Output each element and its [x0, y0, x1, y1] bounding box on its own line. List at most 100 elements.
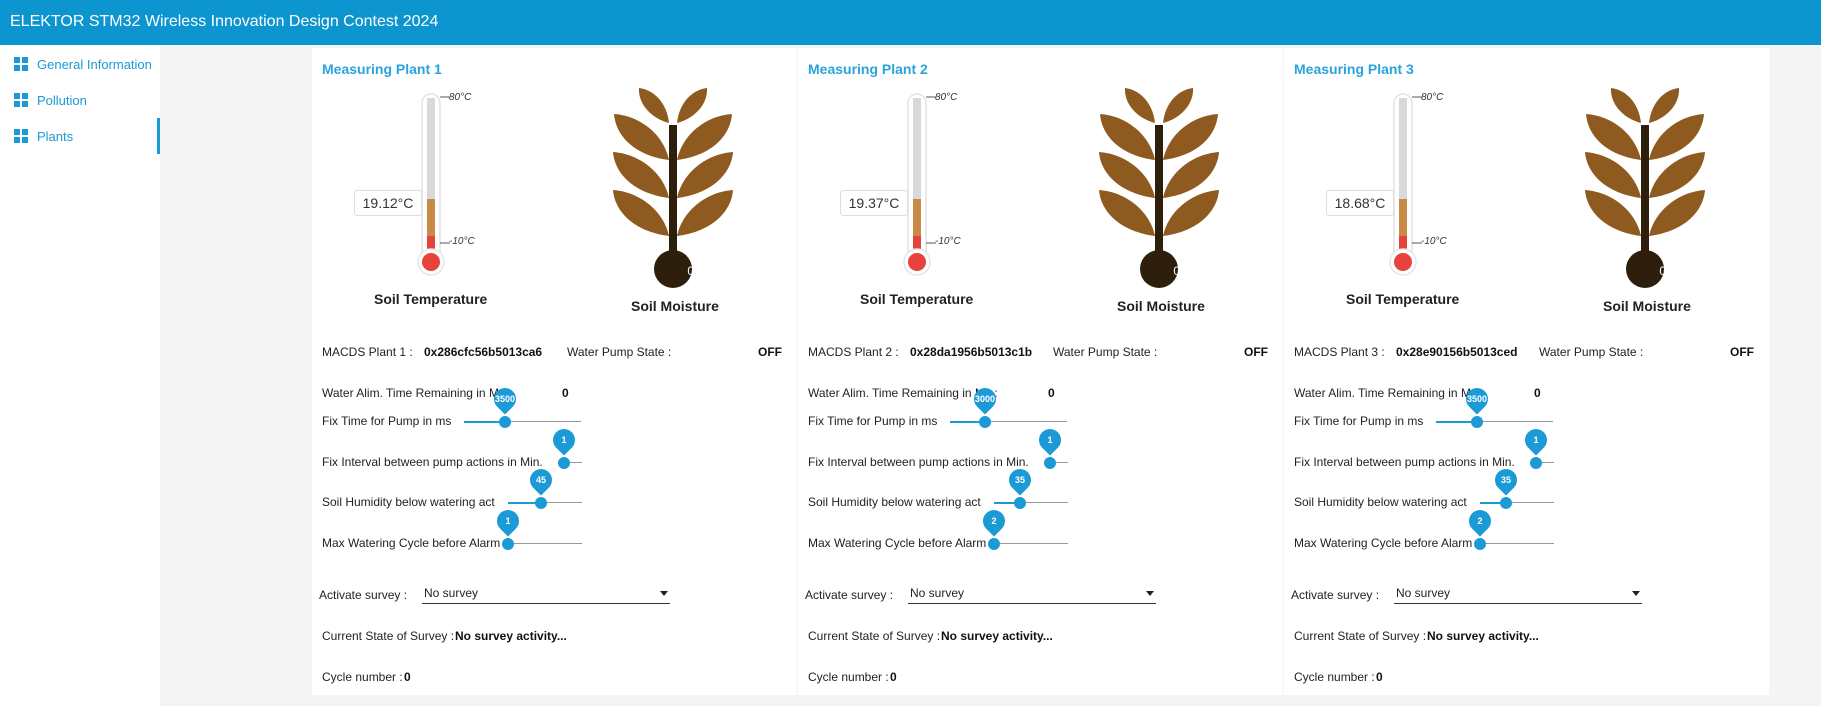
- app-header: ELEKTOR STM32 Wireless Innovation Design…: [0, 0, 1821, 45]
- survey-select[interactable]: No survey: [422, 586, 670, 604]
- cycle-number-label: Cycle number :: [808, 670, 889, 684]
- slider-value: 3500: [494, 394, 516, 404]
- macds-label: MACDS Plant 2 :: [808, 345, 899, 359]
- thermometer-fill: [1399, 199, 1407, 250]
- cycle-number-value: 0: [404, 670, 411, 684]
- chevron-down-icon: [1146, 591, 1154, 596]
- slider-thumb[interactable]: [1530, 457, 1542, 469]
- slider-track[interactable]: [994, 543, 1068, 544]
- slider-fill: [464, 421, 505, 423]
- thermometer-graphic: [1389, 88, 1705, 288]
- soil-temperature-label: Soil Temperature: [1346, 291, 1460, 307]
- sidebar-item-pollution[interactable]: Pollution: [0, 82, 160, 118]
- slider-thumb[interactable]: [1471, 416, 1483, 428]
- water-time-value: 0: [562, 386, 569, 400]
- slider-track[interactable]: [1436, 421, 1553, 422]
- slider-track[interactable]: [464, 421, 581, 422]
- slider-fill: [1480, 502, 1506, 504]
- survey-select[interactable]: No survey: [908, 586, 1156, 604]
- slider-label: Soil Humidity below watering act: [1294, 495, 1467, 509]
- cycle-number-value: 0: [890, 670, 897, 684]
- slider-value: 1: [561, 435, 567, 445]
- macds-label: MACDS Plant 3 :: [1294, 345, 1385, 359]
- water-time-value: 0: [1048, 386, 1055, 400]
- slider-track[interactable]: [508, 543, 582, 544]
- slider-value: 1: [1047, 435, 1053, 445]
- slider-track[interactable]: [564, 462, 582, 463]
- survey-label: Activate survey :: [319, 588, 408, 602]
- cycle-number-label: Cycle number :: [1294, 670, 1375, 684]
- soil-moisture-label: Soil Moisture: [1117, 298, 1205, 314]
- slider-track[interactable]: [1480, 543, 1554, 544]
- sidebar: General Information Pollution Plants: [0, 45, 160, 706]
- slider-label: Fix Interval between pump actions in Min…: [808, 455, 1029, 469]
- plant-card-2: Measuring Plant 2: [798, 48, 1283, 695]
- macds-value: 0x28da1956b5013c1b: [910, 345, 1033, 359]
- slider-label: Soil Humidity below watering act: [322, 495, 495, 509]
- water-time-value: 0: [1534, 386, 1541, 400]
- pump-state-label: Water Pump State :: [1053, 345, 1158, 359]
- cycle-number-value: 0: [1376, 670, 1383, 684]
- plant-title: Measuring Plant 1: [322, 61, 442, 77]
- dashboard-icon: [14, 93, 28, 107]
- slider-track[interactable]: [1050, 462, 1068, 463]
- pump-state-value: OFF: [1244, 345, 1268, 359]
- plant-leaf-icon: [613, 88, 733, 288]
- slider-thumb[interactable]: [558, 457, 570, 469]
- slider-track[interactable]: [994, 502, 1068, 503]
- dashboard-icon: [14, 57, 28, 71]
- soil-temperature-gauge: 80°C -10°C 19.37°C 0% Soil Temperature S…: [798, 48, 1283, 314]
- current-state-label: Current State of Survey :: [1294, 629, 1427, 643]
- app-title: ELEKTOR STM32 Wireless Innovation Design…: [10, 13, 439, 30]
- slider-label: Fix Time for Pump in ms: [808, 414, 938, 428]
- slider-thumb[interactable]: [988, 538, 1000, 550]
- slider-thumb[interactable]: [1044, 457, 1056, 469]
- soil-temperature-label: Soil Temperature: [374, 291, 488, 307]
- plant-title: Measuring Plant 2: [808, 61, 928, 77]
- sidebar-item-label: Pollution: [37, 92, 87, 108]
- plant-card-3: Measuring Plant 3: [1284, 48, 1769, 695]
- cycle-number-label: Cycle number :: [322, 670, 403, 684]
- thermometer-fill: [913, 199, 921, 250]
- current-state-value: No survey activity...: [455, 629, 567, 643]
- chevron-down-icon: [1632, 591, 1640, 596]
- water-time-label: Water Alim. Time Remaining in Ms :: [322, 386, 512, 400]
- sidebar-item-label: General Information: [37, 56, 152, 72]
- slider-value: 35: [1500, 475, 1511, 485]
- survey-select-value: No survey: [1396, 586, 1451, 600]
- soil-temperature-gauge: 80°C -10°C 18.68°C 0% Soil Temperature S…: [1284, 48, 1769, 314]
- soil-temperature-gauge: 80°C -10°C 19.12°C 0% Soil Temperature S…: [312, 48, 797, 314]
- soil-temperature-label: Soil Temperature: [860, 291, 974, 307]
- slider-value: 2: [1477, 516, 1483, 526]
- slider-thumb[interactable]: [1474, 538, 1486, 550]
- slider-fill: [1436, 421, 1477, 423]
- slider-label: Fix Interval between pump actions in Min…: [1294, 455, 1515, 469]
- slider-value: 1: [1533, 435, 1539, 445]
- survey-select[interactable]: No survey: [1394, 586, 1642, 604]
- moisture-value: 0%: [1173, 264, 1191, 278]
- slider-fill: [994, 502, 1020, 504]
- macds-value: 0x28e90156b5013ced: [1396, 345, 1518, 359]
- slider-thumb[interactable]: [502, 538, 514, 550]
- slider-value: 1: [505, 516, 511, 526]
- temp-min-tick: -10°C: [935, 236, 961, 247]
- slider-track[interactable]: [1480, 502, 1554, 503]
- slider-track[interactable]: [1536, 462, 1554, 463]
- pump-state-label: Water Pump State :: [1539, 345, 1644, 359]
- slider-thumb[interactable]: [499, 416, 511, 428]
- slider-label: Max Watering Cycle before Alarm: [322, 536, 501, 550]
- current-state-label: Current State of Survey :: [808, 629, 941, 643]
- slider-thumb[interactable]: [1014, 497, 1026, 509]
- slider-thumb[interactable]: [535, 497, 547, 509]
- sidebar-item-general-information[interactable]: General Information: [0, 46, 160, 82]
- plant-card-1: Measuring Plant 1: [312, 48, 797, 695]
- slider-track[interactable]: [950, 421, 1067, 422]
- slider-value: 45: [535, 475, 546, 485]
- slider-thumb[interactable]: [1500, 497, 1512, 509]
- slider-label: Max Watering Cycle before Alarm: [808, 536, 987, 550]
- slider-thumb[interactable]: [979, 416, 991, 428]
- sidebar-item-plants[interactable]: Plants: [0, 118, 160, 154]
- slider-value: 35: [1014, 475, 1025, 485]
- temperature-value: 19.12°C: [354, 190, 422, 216]
- slider-label: Fix Time for Pump in ms: [1294, 414, 1424, 428]
